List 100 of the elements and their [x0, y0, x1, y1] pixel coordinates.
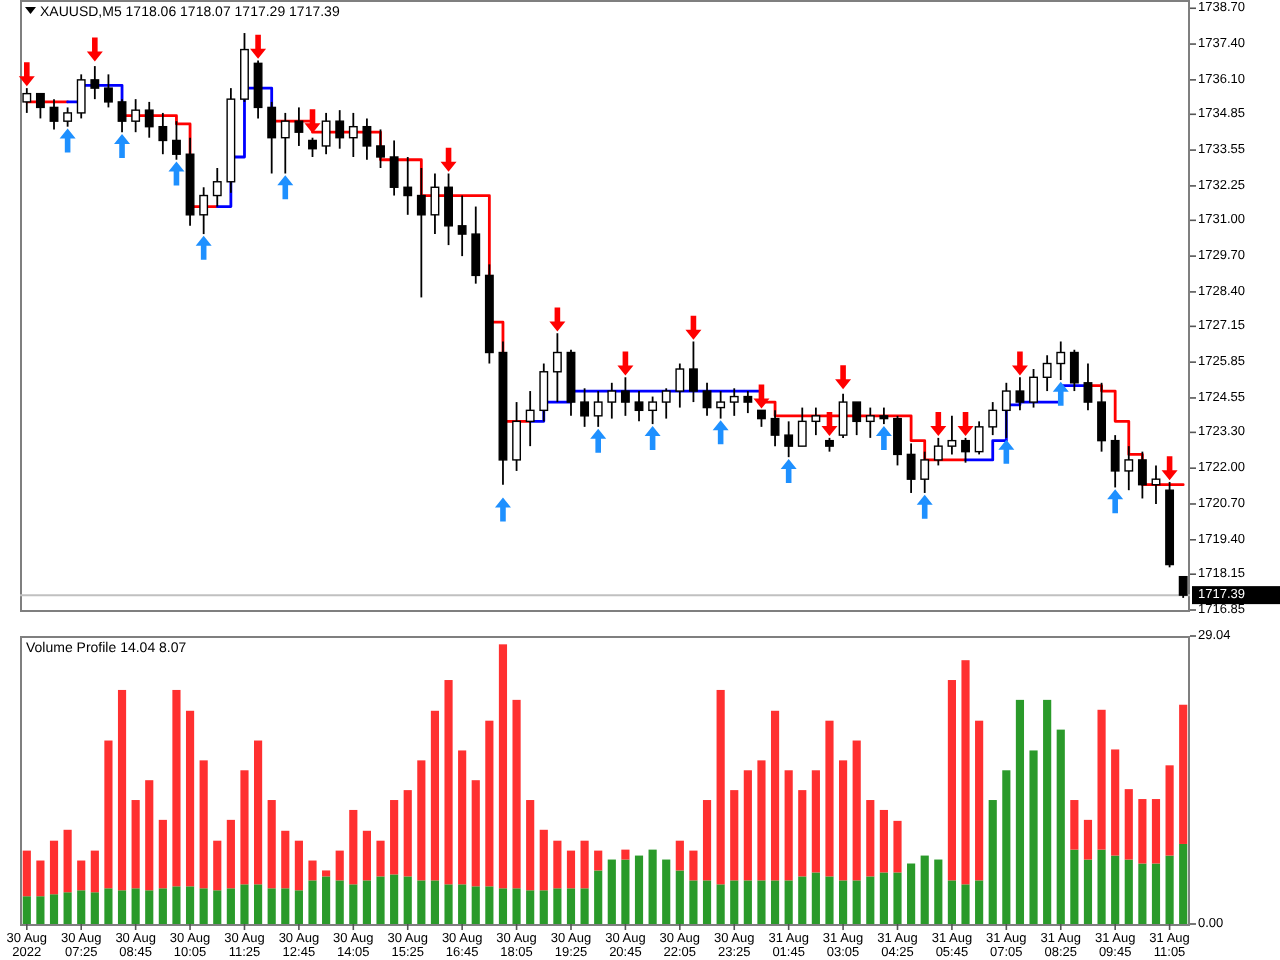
bar — [961, 660, 970, 885]
candlestick — [729, 387, 739, 417]
candlestick — [620, 376, 630, 417]
candlestick — [661, 387, 671, 420]
bar — [770, 880, 780, 924]
bar — [498, 644, 508, 889]
bar — [63, 892, 72, 924]
bar — [77, 860, 86, 891]
candlestick — [525, 390, 535, 448]
bar — [1179, 704, 1188, 844]
bar — [580, 888, 589, 924]
candlestick — [552, 332, 562, 403]
candlestick — [63, 106, 73, 128]
bar — [934, 859, 943, 924]
bar — [512, 699, 521, 889]
bar — [730, 790, 739, 881]
bar — [784, 770, 793, 881]
bar — [702, 880, 712, 924]
bar — [22, 850, 31, 897]
bar — [607, 859, 616, 924]
candlestick — [1178, 575, 1188, 599]
bar — [1179, 843, 1188, 924]
candlestick — [688, 340, 698, 403]
bar — [1138, 799, 1147, 864]
bar — [975, 720, 984, 881]
candlestick — [648, 395, 658, 426]
candlestick — [199, 186, 209, 235]
bar — [662, 859, 671, 924]
bar — [947, 880, 956, 924]
candlestick — [49, 98, 59, 131]
bar — [254, 884, 263, 924]
candlestick — [335, 109, 345, 150]
candlestick — [675, 362, 685, 409]
candlestick — [1056, 340, 1066, 381]
bar — [335, 850, 344, 881]
bar — [390, 800, 399, 875]
bar — [689, 880, 698, 924]
bar — [689, 850, 698, 881]
bar — [770, 710, 780, 881]
bar — [852, 880, 861, 924]
bar — [1165, 765, 1174, 856]
candlestick — [580, 387, 590, 428]
candlestick — [103, 73, 113, 109]
candlestick — [933, 436, 943, 467]
bar — [22, 896, 31, 924]
bar — [1015, 699, 1025, 924]
candlestick — [348, 112, 358, 158]
bar — [757, 880, 766, 924]
bar — [485, 720, 494, 887]
bar — [825, 720, 834, 877]
bar — [131, 800, 140, 889]
candlestick — [144, 101, 154, 139]
candlestick — [947, 414, 957, 456]
bar — [430, 880, 440, 924]
candlestick — [920, 450, 930, 494]
candlestick — [1069, 348, 1079, 392]
candlestick — [212, 167, 222, 208]
bar — [322, 876, 331, 924]
bar — [172, 689, 181, 887]
bar — [594, 850, 603, 871]
candlestick — [376, 128, 385, 169]
bar — [839, 880, 848, 924]
bar — [199, 760, 208, 889]
bar — [961, 884, 970, 924]
bar — [471, 886, 480, 924]
candlestick — [403, 156, 413, 216]
bar — [1111, 749, 1120, 856]
bar — [390, 874, 399, 924]
candlestick — [852, 401, 862, 437]
bar — [308, 880, 317, 924]
bar — [376, 840, 385, 877]
bar — [743, 770, 752, 881]
bar — [798, 876, 807, 924]
candlestick — [280, 112, 290, 175]
bar — [866, 800, 875, 877]
bar — [1070, 800, 1079, 850]
bar — [240, 884, 249, 924]
candlestick — [1137, 450, 1147, 500]
bar — [1124, 789, 1133, 860]
bar — [104, 888, 113, 924]
bar — [417, 760, 426, 881]
candlestick — [117, 98, 127, 134]
candlestick — [961, 436, 970, 464]
bar — [839, 760, 848, 881]
bar — [702, 800, 712, 881]
candlestick — [308, 136, 317, 158]
bar — [185, 710, 195, 887]
bar — [1151, 799, 1161, 864]
bar — [594, 870, 603, 924]
candlestick — [797, 406, 807, 448]
bar — [158, 888, 167, 924]
bar — [811, 770, 820, 873]
candlestick — [1124, 445, 1134, 492]
bar — [730, 880, 739, 924]
bar — [539, 829, 548, 891]
candlestick — [253, 59, 263, 120]
candlestick — [512, 401, 522, 472]
bar — [158, 819, 167, 889]
candlestick — [906, 442, 916, 494]
bar — [63, 829, 72, 893]
